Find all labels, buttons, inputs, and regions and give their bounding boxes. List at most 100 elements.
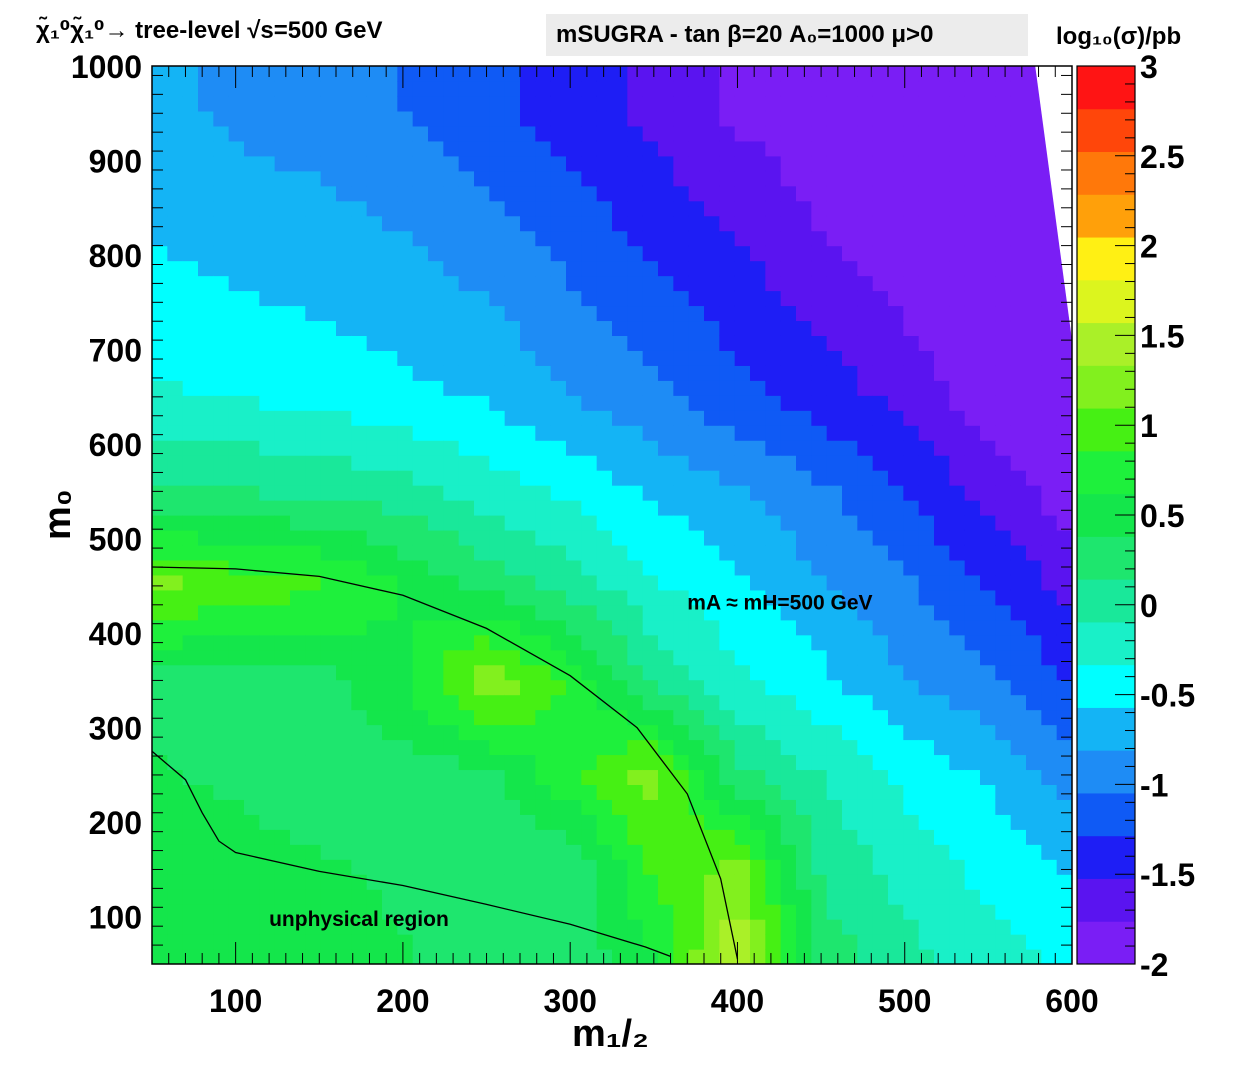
heatmap-cell <box>842 529 858 546</box>
heatmap-cell <box>581 754 598 771</box>
heatmap-cell <box>780 559 797 576</box>
heatmap-cell <box>244 574 260 591</box>
heatmap-cell <box>520 679 536 696</box>
heatmap-cell <box>428 544 444 561</box>
heatmap-cell <box>305 395 322 411</box>
heatmap-cell <box>918 500 935 516</box>
heatmap-cell <box>520 380 536 396</box>
heatmap-cell <box>888 799 904 815</box>
heatmap-cell <box>182 589 199 606</box>
heatmap-cell <box>934 515 950 531</box>
heatmap-cell <box>167 904 184 920</box>
heatmap-cell <box>949 694 966 711</box>
heatmap-cell <box>612 574 628 591</box>
heatmap-cell <box>796 110 812 127</box>
heatmap-cell <box>688 679 705 696</box>
heatmap-cell <box>228 380 245 396</box>
heatmap-cell <box>305 440 322 456</box>
heatmap-cell <box>198 395 214 411</box>
heatmap-cell <box>964 604 981 621</box>
heatmap-cell <box>366 275 383 292</box>
heatmap-cell <box>888 245 904 262</box>
heatmap-cell <box>673 350 690 366</box>
heatmap-cell <box>1010 934 1027 950</box>
heatmap-cell <box>535 784 552 800</box>
heatmap-cell <box>750 634 766 651</box>
heatmap-cell <box>1010 649 1027 666</box>
heatmap-cell <box>1010 440 1027 456</box>
heatmap-cell <box>796 185 812 202</box>
heatmap-cell <box>1041 574 1058 591</box>
heatmap-cell <box>596 724 613 741</box>
heatmap-cell <box>765 649 782 666</box>
heatmap-cell <box>382 245 398 262</box>
heatmap-cell <box>566 365 582 381</box>
heatmap-cell <box>305 455 322 471</box>
heatmap-cell <box>673 455 690 471</box>
heatmap-cell <box>550 754 567 771</box>
heatmap-cell <box>382 634 398 651</box>
heatmap-cell <box>857 949 874 964</box>
heatmap-cell <box>290 260 306 277</box>
heatmap-cell <box>765 95 782 112</box>
heatmap-cell <box>903 634 920 651</box>
heatmap-cell <box>228 589 245 606</box>
heatmap-cell <box>934 275 950 292</box>
heatmap-cell <box>244 619 260 636</box>
heatmap-cell <box>535 949 552 964</box>
heatmap-cell <box>182 694 199 711</box>
heatmap-cell <box>581 889 598 905</box>
heatmap-cell <box>826 350 843 366</box>
heatmap-cell <box>750 140 766 157</box>
heatmap-cell <box>382 709 398 726</box>
heatmap-cell <box>596 634 613 651</box>
heatmap-cell <box>182 814 199 830</box>
heatmap-cell <box>351 500 368 516</box>
heatmap-cell <box>351 110 368 127</box>
heatmap-cell <box>596 185 613 202</box>
heatmap-cell <box>290 215 306 232</box>
heatmap-cell <box>811 529 828 546</box>
heatmap-cell <box>719 634 736 651</box>
heatmap-cell <box>826 125 843 142</box>
heatmap-cell <box>796 874 812 890</box>
heatmap-cell <box>949 574 966 591</box>
heatmap-cell <box>964 485 981 501</box>
heatmap-cell <box>949 814 966 830</box>
heatmap-cell <box>351 724 368 741</box>
heatmap-cell <box>305 425 322 441</box>
heatmap-cell <box>934 335 950 351</box>
heatmap-cell <box>458 619 475 636</box>
heatmap-cell <box>320 395 337 411</box>
heatmap-cell <box>796 470 812 486</box>
heatmap-cell <box>535 290 552 307</box>
heatmap-cell <box>734 529 751 546</box>
heatmap-cell <box>581 155 598 172</box>
heatmap-cell <box>780 874 797 890</box>
heatmap-cell <box>167 200 184 217</box>
heatmap-cell <box>964 799 981 815</box>
heatmap-cell <box>581 66 598 82</box>
heatmap-cell <box>980 290 996 307</box>
heatmap-cell <box>458 425 475 441</box>
heatmap-cell <box>443 425 460 441</box>
heatmap-cell <box>811 275 828 292</box>
heatmap-cell <box>213 410 230 426</box>
heatmap-cell <box>167 455 184 471</box>
heatmap-cell <box>888 874 904 890</box>
heatmap-cell <box>888 335 904 351</box>
heatmap-cell <box>1026 200 1042 217</box>
heatmap-cell <box>366 784 383 800</box>
heatmap-cell <box>274 140 291 157</box>
heatmap-cell <box>504 470 521 486</box>
heatmap-cell <box>458 694 475 711</box>
heatmap-cell <box>964 425 981 441</box>
heatmap-cell <box>842 544 858 561</box>
heatmap-cell <box>520 904 536 920</box>
heatmap-cell <box>474 724 490 741</box>
y-tick-label: 800 <box>89 238 142 274</box>
heatmap-cell <box>198 664 214 681</box>
heatmap-cell <box>366 185 383 202</box>
heatmap-cell <box>213 80 230 97</box>
heatmap-cell <box>182 425 199 441</box>
